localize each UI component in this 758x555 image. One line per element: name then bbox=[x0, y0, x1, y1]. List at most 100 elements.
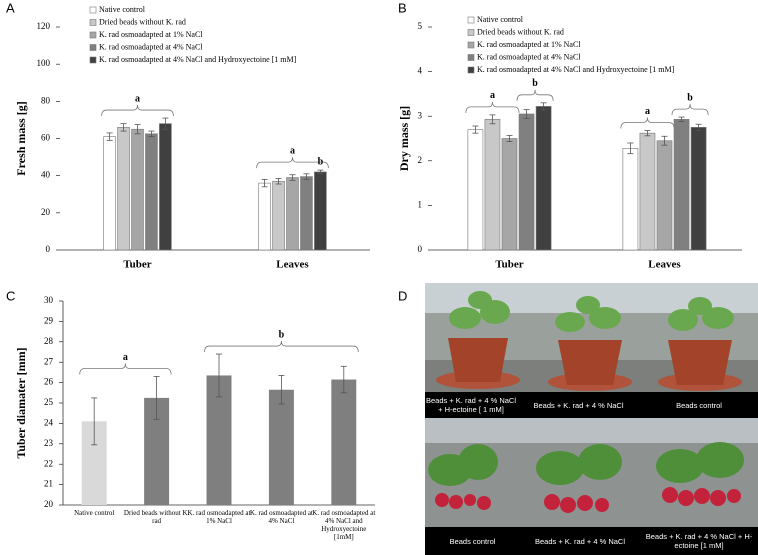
x-tick-label: Leaves bbox=[648, 259, 681, 271]
annotation: b bbox=[532, 78, 538, 89]
bar bbox=[159, 123, 172, 251]
bar bbox=[300, 176, 313, 251]
bar bbox=[272, 180, 285, 251]
bar bbox=[673, 119, 690, 251]
x-tick-label-text: K. rad osmoadapted at 4% NaCl and Hydrox… bbox=[312, 509, 376, 542]
x-tick-label: Dried beads without K. rad bbox=[124, 509, 189, 525]
y-tick-label: 0 bbox=[418, 244, 423, 254]
bracket bbox=[516, 89, 554, 101]
photo-caption: Beads + K. rad + 4 % NaCl + H-ectoine [ … bbox=[425, 396, 517, 414]
photo-caption-text: Beads + K. rad + 4 % NaCl bbox=[534, 536, 626, 546]
bar bbox=[639, 132, 656, 251]
annotation: a bbox=[290, 145, 295, 156]
x-tick-label-text: Native control bbox=[74, 509, 115, 517]
legend-label: Dried beads without K. rad bbox=[99, 17, 186, 26]
legend-label: K. rad osmoadapted at 4% NaCl bbox=[477, 52, 581, 61]
x-tick-label: K. rad osmoadapted at 4% NaCl bbox=[249, 509, 313, 526]
y-tick-label: 23 bbox=[44, 438, 54, 448]
legend-label: K. rad osmoadapted at 4% NaCl and Hydrox… bbox=[477, 65, 675, 74]
y-tick-label: 28 bbox=[44, 336, 54, 346]
photo-caption-text: Beads + K. rad + 4 % NaCl + H-ectoine [ … bbox=[425, 396, 517, 414]
panel-label: C bbox=[6, 288, 15, 303]
y-tick-label: 20 bbox=[44, 499, 54, 509]
legend-label: K. rad osmoadapted at 4% NaCl and Hydrox… bbox=[99, 55, 297, 64]
bracket bbox=[465, 101, 520, 113]
photo-caption-text: Beads control bbox=[676, 400, 722, 410]
x-tick-label: Tuber bbox=[495, 259, 523, 271]
bar bbox=[103, 136, 116, 251]
x-tick-label: Native control bbox=[74, 509, 115, 517]
legend-label: Dried beads without K. rad bbox=[477, 27, 564, 36]
y-tick-label: 120 bbox=[37, 21, 51, 31]
x-tick-label-text: K. rad osmoadapted at 1% NaCl bbox=[187, 509, 251, 526]
y-tick-label: 1 bbox=[418, 199, 423, 209]
x-tick-label-text: K. rad osmoadapted at 4% NaCl bbox=[249, 509, 313, 526]
annotation: b bbox=[279, 329, 285, 340]
bar bbox=[145, 133, 158, 251]
bar bbox=[467, 129, 484, 251]
x-tick-label: Leaves bbox=[276, 259, 309, 271]
bar bbox=[131, 128, 144, 251]
y-tick-label: 4 bbox=[418, 66, 423, 76]
legend-swatch bbox=[467, 66, 475, 74]
photo-caption: Beads + K. rad + 4 % NaCl bbox=[533, 400, 624, 410]
y-tick-label: 25 bbox=[44, 397, 54, 407]
photo-caption: Beads control bbox=[676, 400, 722, 410]
bar bbox=[535, 106, 552, 251]
annotation: b bbox=[687, 92, 693, 103]
x-tick-label: K. rad osmoadapted at 1% NaCl bbox=[187, 509, 251, 526]
y-tick-label: 29 bbox=[44, 315, 54, 325]
y-tick-label: 100 bbox=[37, 58, 51, 68]
bar bbox=[268, 389, 294, 505]
bar bbox=[117, 127, 130, 251]
legend-swatch bbox=[467, 29, 475, 36]
legend-swatch bbox=[89, 6, 97, 14]
photo-bottom bbox=[425, 418, 758, 555]
y-tick-label: 0 bbox=[46, 244, 51, 254]
photo-caption-text: Beads + K. rad + 4 % NaCl bbox=[533, 400, 624, 410]
legend-label: K. rad osmoadapted at 4% NaCl bbox=[99, 42, 203, 51]
y-tick-label: 60 bbox=[41, 133, 51, 143]
bracket bbox=[101, 105, 174, 117]
y-tick-label: 22 bbox=[44, 458, 53, 468]
panel-label: A bbox=[6, 0, 15, 15]
y-tick-label: 80 bbox=[41, 95, 51, 105]
legend-swatch bbox=[89, 44, 97, 51]
y-tick-label: 3 bbox=[418, 110, 423, 120]
y-tick-label: 20 bbox=[41, 207, 51, 217]
legend-swatch bbox=[467, 41, 475, 49]
legend-label: Native control bbox=[477, 15, 524, 24]
legend-label: Native control bbox=[99, 5, 146, 14]
legend-swatch bbox=[89, 31, 97, 39]
x-tick-label: K. rad osmoadapted at 4% NaCl and Hydrox… bbox=[312, 509, 376, 542]
bar bbox=[656, 140, 673, 251]
y-tick-label: 5 bbox=[418, 21, 423, 31]
y-axis-label: Fresh mass [g] bbox=[14, 101, 28, 175]
y-tick-label: 27 bbox=[44, 356, 54, 366]
bracket bbox=[79, 363, 172, 375]
y-tick-label: 40 bbox=[41, 170, 51, 180]
y-tick-label: 24 bbox=[44, 417, 54, 427]
panel-label: D bbox=[398, 288, 407, 303]
photo-caption-text: Beads + K. rad + 4 % NaCl + H-ectoine [1… bbox=[645, 532, 753, 550]
y-tick-label: 2 bbox=[418, 155, 423, 165]
annotation: a bbox=[490, 90, 495, 101]
legend-label: K. rad osmoadapted at 1% NaCl bbox=[99, 30, 203, 39]
bar bbox=[484, 119, 501, 251]
panel-label: B bbox=[398, 0, 407, 15]
bar bbox=[622, 148, 639, 251]
annotation: a bbox=[645, 106, 650, 117]
photo-caption: Beads control bbox=[449, 536, 496, 546]
bracket bbox=[204, 341, 359, 353]
annotation: a bbox=[135, 93, 140, 104]
y-tick-label: 21 bbox=[44, 479, 53, 489]
bar bbox=[258, 182, 271, 251]
x-tick-label: Tuber bbox=[123, 259, 151, 271]
bracket bbox=[256, 157, 329, 169]
legend-swatch bbox=[89, 19, 97, 26]
photo-top bbox=[425, 283, 758, 418]
annotation: b bbox=[318, 156, 324, 167]
photo-caption-text: Beads control bbox=[449, 536, 496, 546]
photo-caption: Beads + K. rad + 4 % NaCl + H-ectoine [1… bbox=[645, 532, 753, 550]
